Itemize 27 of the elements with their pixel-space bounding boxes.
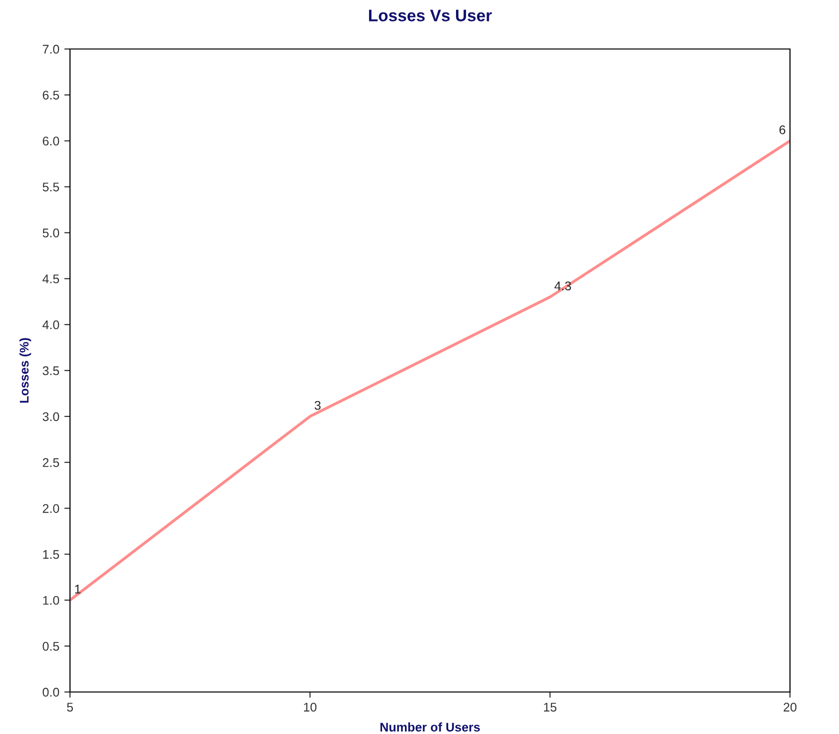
y-tick-label: 3.0 [42,412,60,422]
y-tick-label: 4.5 [42,274,60,284]
y-axis-title: Losses (%) [19,338,32,403]
y-tick-label: 7.0 [42,44,60,54]
y-tick-label: 5.0 [42,228,60,238]
y-tick-label: 3.5 [42,366,60,376]
data-label: 1 [75,584,81,594]
y-tick-label: 4.0 [42,320,60,330]
data-label: 6 [780,125,786,134]
y-tick-label: 0.5 [42,642,60,651]
x-axis-title: Number of Users [380,722,480,732]
line-series [70,139,790,602]
x-tick-label: 20 [784,702,796,712]
x-tick-label: 10 [304,702,316,712]
chart-title: Losses Vs User [369,10,492,22]
y-tick-label: 2.5 [42,458,60,468]
y-tick-label: 2.0 [42,504,60,513]
x-tick-label: 15 [544,702,556,712]
y-tick-label: 0.0 [42,688,60,697]
y-tick-label: 5.5 [42,182,60,192]
x-tick-label: 5 [67,702,73,712]
y-tick-label: 6.0 [42,136,60,146]
y-tick-label: 1.0 [43,596,60,605]
y-tick-label: 6.5 [42,90,60,100]
data-label: 4.3 [554,282,571,290]
data-label: 3 [314,400,321,410]
y-tick-label: 1.5 [43,550,60,559]
